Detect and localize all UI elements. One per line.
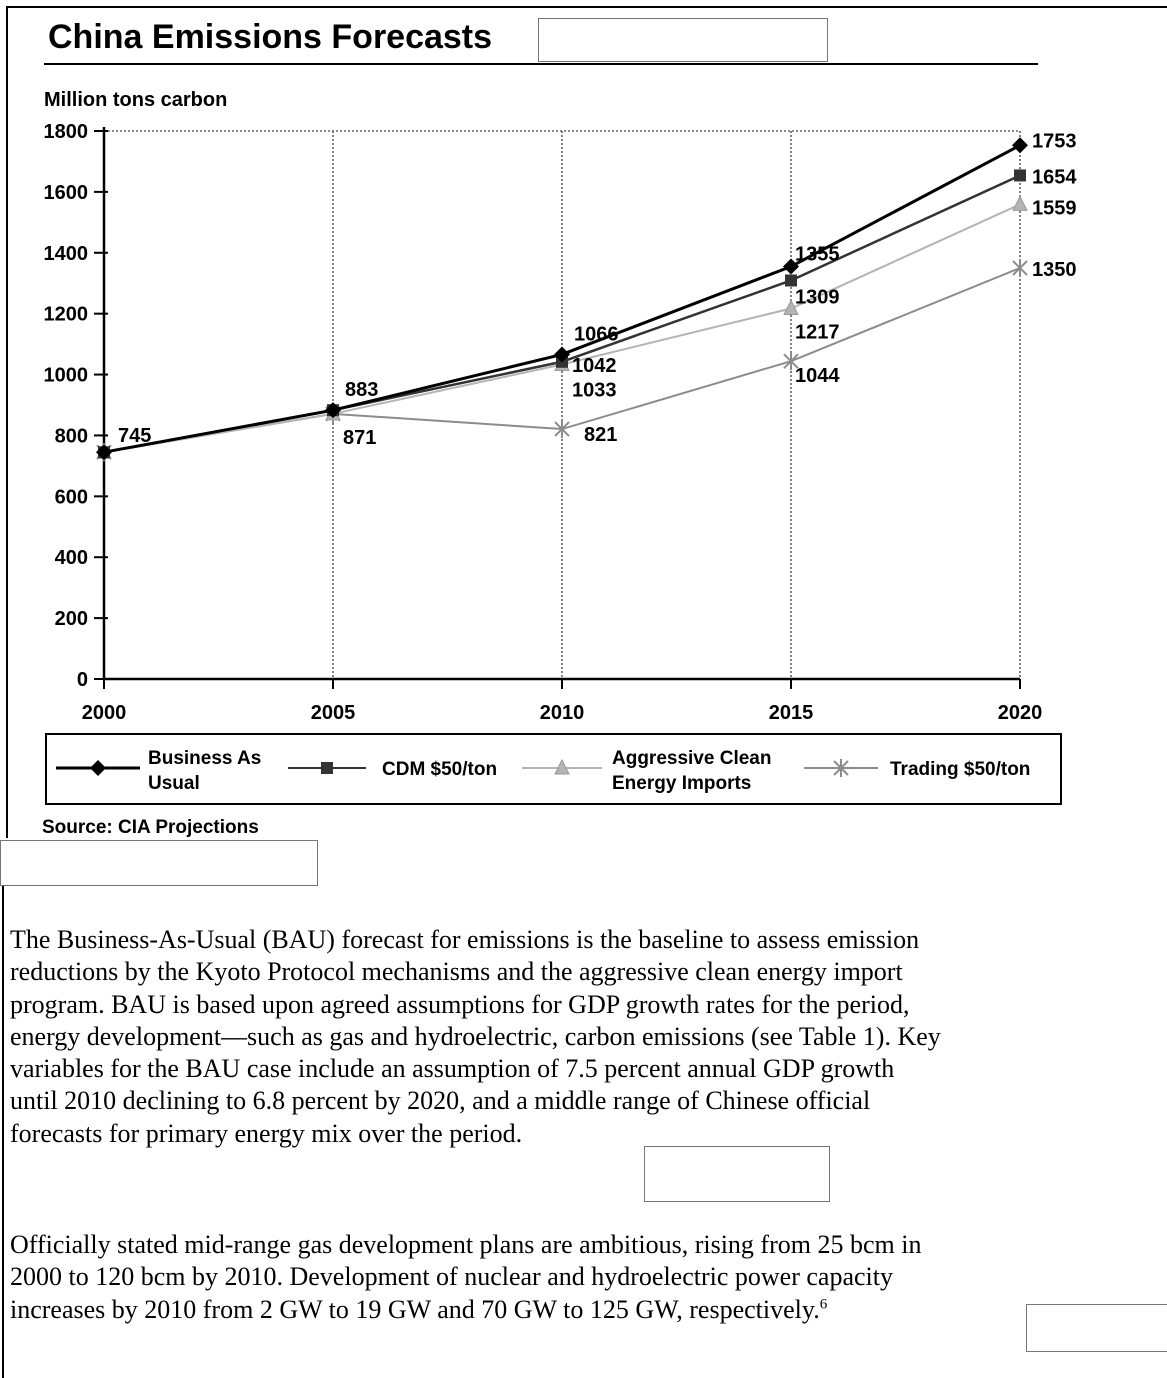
legend-marker — [321, 762, 333, 774]
data-label: 883 — [345, 379, 378, 401]
chart-grid — [104, 131, 1020, 679]
data-point — [1013, 196, 1027, 210]
legend-label: Energy Imports — [612, 773, 751, 794]
y-tick-label: 1600 — [44, 182, 89, 204]
y-tick-label: 1200 — [44, 304, 89, 326]
legend-label: Usual — [148, 773, 200, 794]
y-tick-label: 1000 — [44, 365, 89, 387]
x-tick-label: 2015 — [769, 702, 814, 724]
x-tick-label: 2005 — [311, 702, 356, 724]
legend-label: Trading $50/ton — [890, 759, 1030, 780]
data-label: 1044 — [795, 365, 840, 387]
legend-label: Business As — [148, 748, 261, 769]
text-line: 2000 to 120 bcm by 2010. Development of … — [10, 1261, 1165, 1293]
data-label: 871 — [343, 427, 376, 449]
data-point — [1014, 169, 1026, 181]
data-label: 745 — [118, 425, 151, 447]
data-point — [785, 274, 797, 286]
data-label: 1042 — [572, 355, 617, 377]
text-line: Officially stated mid-range gas developm… — [10, 1229, 1165, 1261]
text-line: until 2010 declining to 6.8 percent by 2… — [10, 1085, 1165, 1117]
data-label: 1654 — [1032, 166, 1077, 188]
data-label: 1350 — [1032, 259, 1077, 281]
chart-source: Source: CIA Projections — [42, 817, 259, 838]
x-tick-label: 2010 — [540, 702, 585, 724]
data-point — [1013, 259, 1027, 277]
data-label: 1033 — [572, 380, 617, 402]
chart-legend: Business As Usual CDM $50/ton Aggressive Cl… — [46, 734, 1061, 804]
y-tick-label: 1800 — [44, 121, 89, 143]
x-tick-label: 2000 — [82, 702, 127, 724]
y-tick-label: 800 — [55, 425, 88, 447]
data-label: 1066 — [574, 323, 619, 345]
chart-data-labels: 745 883 871 1066 1042 1033 821 1355 1309 1217 1044… — [118, 130, 1077, 449]
paragraph-2: Officially stated mid-range gas developm… — [10, 1229, 1165, 1326]
blank-field — [0, 840, 318, 886]
y-tick-label: 400 — [55, 547, 88, 569]
paragraph-1: The Business-As-Usual (BAU) forecast for… — [10, 924, 1165, 1150]
data-label: 1753 — [1032, 130, 1077, 152]
data-label: 1559 — [1032, 197, 1077, 219]
data-label: 821 — [584, 424, 617, 446]
y-tick-label: 200 — [55, 608, 88, 630]
legend-label: Aggressive Clean — [612, 748, 771, 769]
text-line: energy development—such as gas and hydro… — [10, 1021, 1165, 1053]
text-line-content: increases by 2010 from 2 GW to 19 GW and… — [10, 1295, 820, 1324]
blank-field — [644, 1146, 830, 1202]
frame-left-border-lower — [2, 880, 4, 1378]
data-label: 1309 — [795, 286, 840, 308]
text-line: forecasts for primary energy mix over th… — [10, 1118, 1165, 1150]
data-point — [1012, 137, 1028, 153]
text-line: variables for the BAU case include an as… — [10, 1053, 1165, 1085]
text-line: increases by 2010 from 2 GW to 19 GW and… — [10, 1294, 1165, 1326]
footnote-reference: 6 — [820, 1296, 828, 1312]
y-tick-label: 1400 — [44, 243, 89, 265]
text-line: The Business-As-Usual (BAU) forecast for… — [10, 924, 1165, 956]
data-label: 1217 — [795, 321, 840, 343]
data-label: 1355 — [795, 243, 840, 265]
y-tick-label: 0 — [77, 669, 88, 691]
blank-field — [1026, 1304, 1167, 1352]
y-tick-label: 600 — [55, 486, 88, 508]
x-tick-label: 2020 — [998, 702, 1043, 724]
text-line: reductions by the Kyoto Protocol mechani… — [10, 956, 1165, 988]
y-axis-label: Million tons carbon — [44, 89, 227, 111]
emissions-chart: Million tons carbon 0 200 400 600 800 1000 120… — [0, 0, 1167, 850]
text-line: program. BAU is based upon agreed assump… — [10, 989, 1165, 1021]
legend-label: CDM $50/ton — [382, 759, 497, 780]
